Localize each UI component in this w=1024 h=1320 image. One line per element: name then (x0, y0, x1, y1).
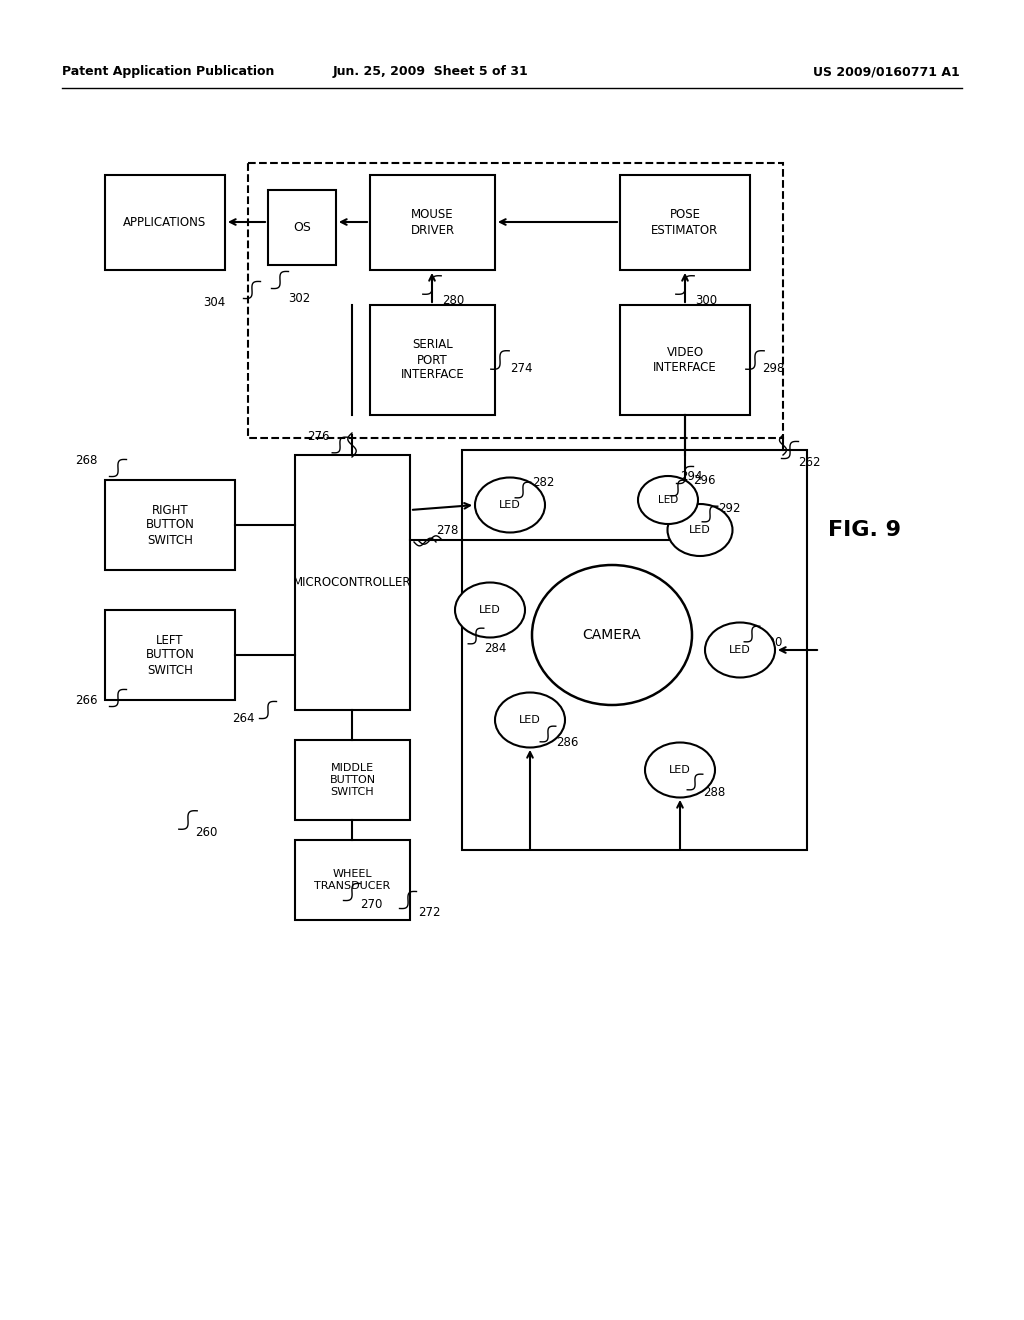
Bar (370, 305, 495, 414)
Text: 294: 294 (680, 470, 702, 483)
Text: RIGHT
BUTTON
SWITCH: RIGHT BUTTON SWITCH (145, 503, 195, 546)
Text: 272: 272 (418, 906, 440, 919)
Text: LED: LED (499, 500, 521, 510)
Text: 300: 300 (695, 293, 717, 306)
Text: FIG. 9: FIG. 9 (828, 520, 901, 540)
Text: 304: 304 (203, 297, 225, 309)
Text: 274: 274 (510, 362, 532, 375)
Text: MICROCONTROLLER: MICROCONTROLLER (293, 576, 412, 589)
Text: 260: 260 (195, 825, 217, 838)
Ellipse shape (495, 693, 565, 747)
Ellipse shape (705, 623, 775, 677)
Text: Jun. 25, 2009  Sheet 5 of 31: Jun. 25, 2009 Sheet 5 of 31 (332, 66, 528, 78)
Text: 276: 276 (307, 430, 330, 444)
Text: CAMERA: CAMERA (583, 628, 641, 642)
Bar (620, 176, 750, 271)
Bar (105, 480, 234, 570)
Text: 288: 288 (703, 785, 725, 799)
Text: 270: 270 (360, 898, 382, 911)
Text: LED: LED (729, 645, 751, 655)
Bar (295, 840, 410, 920)
Text: APPLICATIONS: APPLICATIONS (123, 216, 207, 228)
Text: 278: 278 (436, 524, 459, 536)
Text: 282: 282 (532, 475, 554, 488)
Text: 292: 292 (718, 502, 740, 515)
Text: 284: 284 (484, 642, 507, 655)
Text: 280: 280 (442, 293, 464, 306)
Bar (268, 190, 336, 265)
Text: POSE
ESTIMATOR: POSE ESTIMATOR (651, 209, 719, 236)
Text: 286: 286 (556, 735, 579, 748)
Bar (105, 176, 225, 271)
Text: LED: LED (479, 605, 501, 615)
Bar (620, 305, 750, 414)
Ellipse shape (475, 478, 545, 532)
Bar (295, 455, 410, 710)
Bar (248, 162, 783, 438)
Ellipse shape (645, 742, 715, 797)
Text: Patent Application Publication: Patent Application Publication (62, 66, 274, 78)
Bar (370, 176, 495, 271)
Text: 296: 296 (693, 474, 716, 487)
Text: 262: 262 (798, 455, 820, 469)
Text: SERIAL
PORT
INTERFACE: SERIAL PORT INTERFACE (400, 338, 464, 381)
Text: LED: LED (669, 766, 691, 775)
Bar (295, 741, 410, 820)
Text: LEFT
BUTTON
SWITCH: LEFT BUTTON SWITCH (145, 634, 195, 676)
Text: 264: 264 (232, 711, 255, 725)
Ellipse shape (638, 477, 698, 524)
Text: 266: 266 (76, 693, 98, 706)
Text: LED: LED (689, 525, 711, 535)
Text: 302: 302 (288, 292, 310, 305)
Text: MIDDLE
BUTTON
SWITCH: MIDDLE BUTTON SWITCH (330, 763, 376, 796)
Bar (105, 610, 234, 700)
Ellipse shape (532, 565, 692, 705)
Text: LED: LED (657, 495, 678, 506)
Ellipse shape (668, 504, 732, 556)
Text: VIDEO
INTERFACE: VIDEO INTERFACE (653, 346, 717, 374)
Text: 268: 268 (76, 454, 98, 466)
Text: US 2009/0160771 A1: US 2009/0160771 A1 (813, 66, 961, 78)
Bar (462, 450, 807, 850)
Text: WHEEL
TRANSDUCER: WHEEL TRANSDUCER (314, 869, 390, 891)
Text: LED: LED (519, 715, 541, 725)
Text: 298: 298 (762, 362, 784, 375)
Ellipse shape (455, 582, 525, 638)
Text: MOUSE
DRIVER: MOUSE DRIVER (411, 209, 455, 236)
Text: OS: OS (293, 220, 311, 234)
Text: 290: 290 (760, 636, 782, 649)
